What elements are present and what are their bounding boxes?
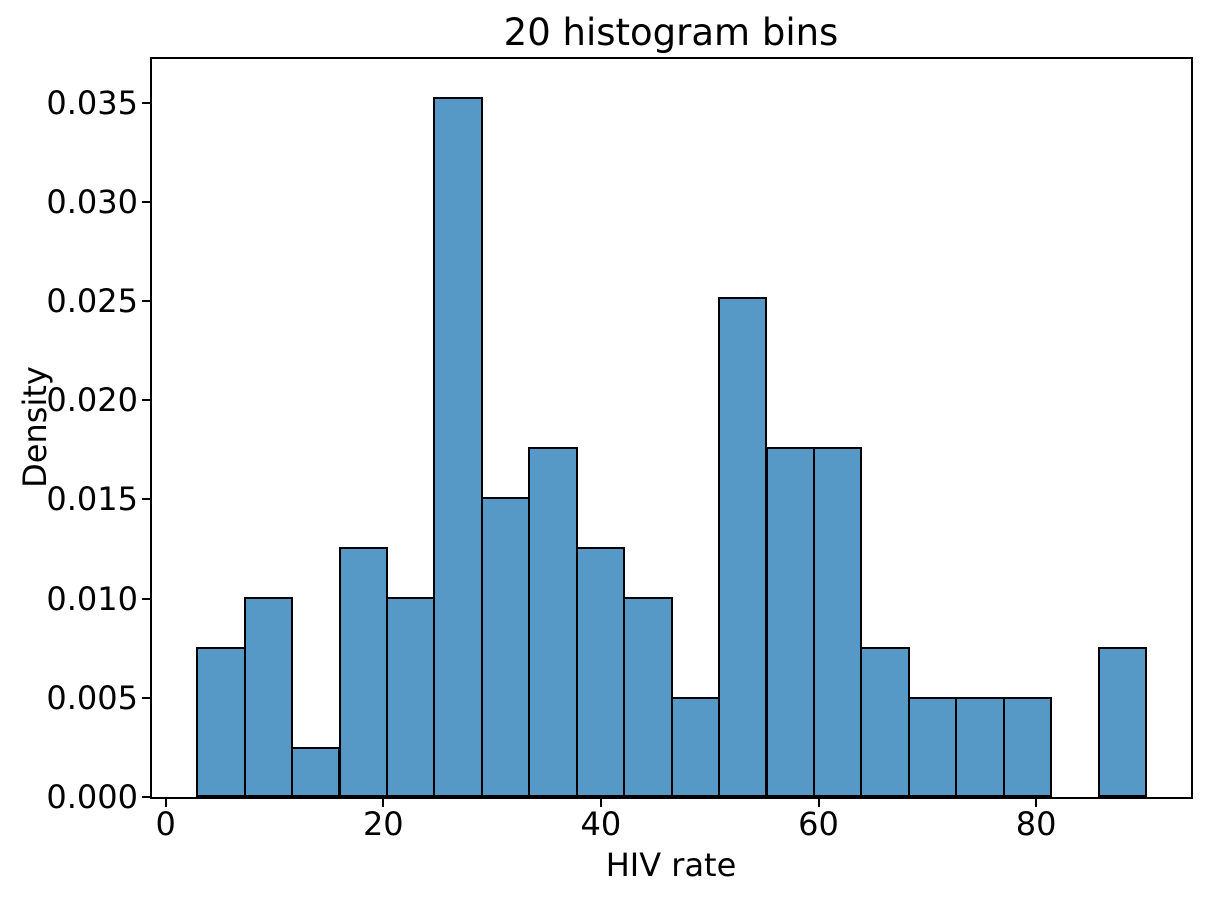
y-tick-mark (142, 696, 150, 699)
histogram-bar (907, 697, 958, 797)
histogram-bar (670, 697, 720, 797)
y-tick-label: 0.030 (46, 182, 138, 221)
histogram-bar (718, 297, 768, 797)
y-axis-label: Density (16, 366, 54, 488)
histogram-bar (243, 597, 294, 797)
y-tick-mark (142, 101, 150, 104)
y-tick-label: 0.005 (46, 678, 138, 717)
histogram-bar (196, 647, 246, 797)
y-tick-label: 0.025 (46, 282, 138, 320)
y-tick-mark (142, 200, 150, 203)
plot-area: 0 20 40 60 80 0.000 0.005 0.010 0.015 0.020 0.025 0… (46, 57, 1193, 840)
histogram-bar (765, 447, 815, 797)
y-tick-mark (142, 498, 150, 501)
x-tick-label: 60 (798, 805, 839, 843)
histogram-bar (812, 447, 863, 797)
histogram-bar (955, 697, 1005, 797)
histogram-bar (386, 597, 436, 797)
histogram-bar (623, 597, 673, 797)
histogram-bar (1002, 697, 1053, 797)
y-tick-mark (142, 597, 150, 600)
chart-title: 20 histogram bins (503, 11, 839, 54)
x-tick-label: 20 (362, 805, 404, 843)
y-tick-label: 0.015 (46, 480, 138, 519)
y-tick-label: 0.010 (46, 579, 138, 618)
histogram-bar (480, 497, 531, 797)
x-tick-mark (1035, 799, 1038, 807)
histogram-bar (433, 97, 483, 797)
x-tick-mark (817, 799, 820, 807)
histogram-bar (860, 647, 910, 797)
y-tick-mark (142, 796, 150, 798)
x-tick-mark (382, 799, 385, 807)
y-tick-mark (142, 399, 150, 402)
histogram-bar (528, 447, 578, 797)
histogram-bar (575, 547, 626, 797)
x-tick-label: 80 (1015, 805, 1057, 843)
x-tick-mark (599, 799, 602, 807)
y-tick-label: 0.000 (46, 778, 138, 816)
histogram-bar (338, 547, 388, 797)
x-tick-label: 40 (580, 805, 622, 843)
x-tick-label: 0 (155, 805, 176, 843)
y-tick-label: 0.020 (46, 381, 138, 420)
histogram-bar (1097, 647, 1147, 797)
y-tick-label: 0.035 (46, 83, 138, 122)
y-tick-mark (142, 300, 150, 302)
histogram-bar (291, 747, 341, 797)
x-tick-mark (164, 799, 167, 807)
x-axis-label: HIV rate (605, 846, 737, 884)
